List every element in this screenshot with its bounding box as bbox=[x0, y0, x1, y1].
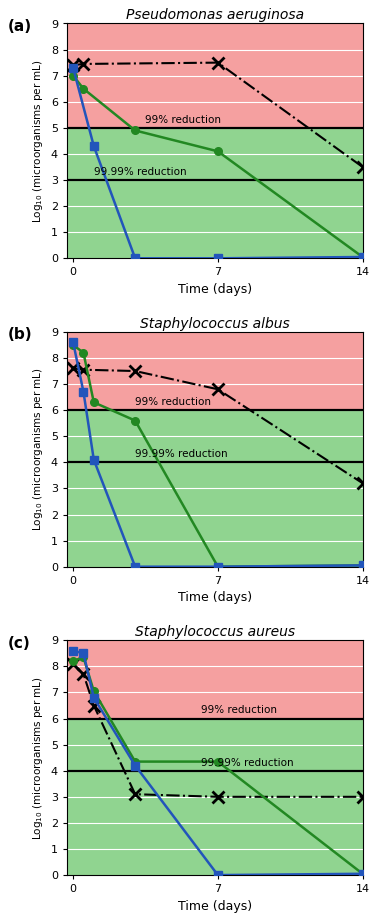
Title: Pseudomonas aeruginosa: Pseudomonas aeruginosa bbox=[126, 8, 304, 22]
Bar bbox=[67, 410, 363, 593]
Title: Staphylococcus aureus: Staphylococcus aureus bbox=[135, 625, 295, 639]
Text: 99.99% reduction: 99.99% reduction bbox=[201, 758, 294, 767]
X-axis label: Time (days): Time (days) bbox=[178, 283, 252, 296]
Text: 99% reduction: 99% reduction bbox=[201, 705, 277, 716]
X-axis label: Time (days): Time (days) bbox=[178, 591, 252, 604]
Text: 99.99% reduction: 99.99% reduction bbox=[135, 449, 228, 460]
Text: 99% reduction: 99% reduction bbox=[135, 397, 211, 407]
Text: (c): (c) bbox=[8, 635, 31, 650]
Text: 99% reduction: 99% reduction bbox=[146, 115, 222, 124]
Bar bbox=[67, 128, 363, 285]
Y-axis label: Log$_{10}$ (microorganisms per mL): Log$_{10}$ (microorganisms per mL) bbox=[31, 59, 45, 223]
Text: (b): (b) bbox=[8, 327, 33, 343]
Bar bbox=[67, 306, 363, 410]
Bar bbox=[67, 0, 363, 128]
Y-axis label: Log$_{10}$ (microorganisms per mL): Log$_{10}$ (microorganisms per mL) bbox=[31, 367, 45, 531]
Y-axis label: Log$_{10}$ (microorganisms per mL): Log$_{10}$ (microorganisms per mL) bbox=[31, 676, 45, 840]
X-axis label: Time (days): Time (days) bbox=[178, 900, 252, 913]
Bar bbox=[67, 718, 363, 901]
Text: (a): (a) bbox=[8, 18, 32, 34]
Title: Staphylococcus albus: Staphylococcus albus bbox=[140, 317, 290, 331]
Text: 99.99% reduction: 99.99% reduction bbox=[94, 167, 186, 177]
Bar bbox=[67, 614, 363, 718]
